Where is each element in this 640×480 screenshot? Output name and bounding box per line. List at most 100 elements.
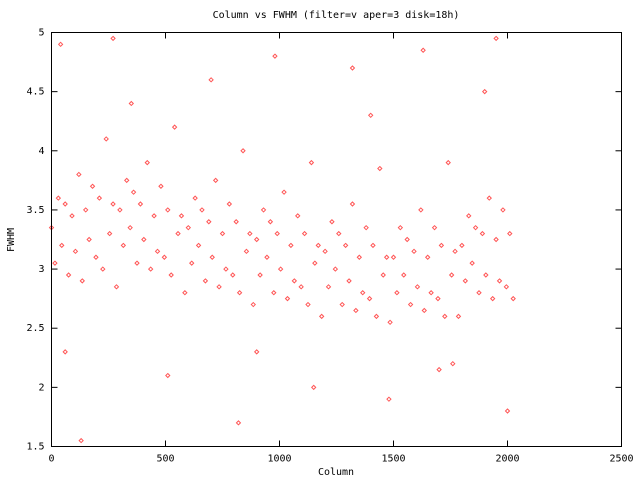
point: [209, 254, 215, 260]
point: [349, 65, 356, 71]
point: [117, 207, 123, 213]
point: [195, 242, 202, 249]
point: [247, 230, 253, 237]
point: [431, 224, 438, 231]
point: [137, 201, 144, 207]
point: [462, 278, 469, 284]
point: [489, 295, 496, 302]
point: [507, 230, 513, 237]
point: [79, 278, 85, 284]
point: [253, 349, 260, 355]
point: [274, 230, 280, 237]
y-tick-label: 1.5: [26, 442, 44, 453]
point: [264, 254, 270, 260]
point: [199, 207, 205, 213]
point: [147, 266, 154, 272]
point: [459, 242, 465, 249]
point: [404, 236, 410, 243]
point: [322, 248, 328, 255]
point: [298, 284, 304, 290]
point: [55, 195, 62, 201]
point: [394, 290, 400, 296]
point: [57, 41, 64, 48]
point: [103, 136, 109, 142]
point: [504, 408, 511, 414]
point: [93, 254, 99, 260]
point: [202, 278, 209, 284]
point: [151, 213, 157, 219]
point: [65, 272, 72, 278]
point: [450, 360, 456, 367]
point: [208, 77, 214, 83]
point: [373, 313, 380, 320]
point: [486, 195, 492, 201]
point: [421, 307, 427, 314]
x-tick-label: 500: [156, 454, 174, 465]
point: [82, 207, 89, 213]
y-tick-label: 3: [38, 264, 44, 275]
point: [161, 254, 168, 260]
point: [235, 420, 242, 426]
point: [106, 230, 113, 237]
point: [390, 254, 397, 260]
point: [411, 248, 417, 255]
point: [510, 295, 516, 302]
point: [175, 230, 181, 237]
plot-area: [48, 35, 516, 444]
x-tick-label: 2000: [495, 454, 519, 465]
point: [455, 313, 462, 320]
point: [479, 230, 486, 237]
point: [178, 213, 185, 219]
point: [110, 201, 116, 207]
point: [353, 307, 359, 314]
point: [496, 278, 503, 284]
point: [76, 171, 82, 178]
x-tick-label: 2500: [609, 454, 633, 465]
point: [339, 301, 345, 308]
point: [366, 295, 373, 302]
point: [233, 219, 239, 225]
point: [414, 284, 421, 290]
point: [158, 183, 164, 189]
point: [86, 236, 92, 243]
point: [397, 224, 404, 231]
point: [418, 207, 424, 213]
point: [240, 148, 246, 154]
point: [69, 213, 75, 219]
point: [493, 236, 499, 243]
point: [165, 207, 171, 213]
point: [89, 183, 96, 189]
point: [243, 248, 250, 255]
point: [356, 254, 363, 260]
point: [230, 272, 236, 278]
point: [62, 201, 68, 207]
point: [308, 159, 315, 166]
point: [500, 207, 506, 213]
point: [476, 290, 482, 296]
point: [472, 224, 479, 231]
point: [346, 278, 352, 284]
point: [78, 437, 84, 444]
point: [226, 201, 233, 207]
point: [130, 189, 137, 195]
point: [223, 266, 229, 272]
point: [442, 313, 448, 320]
y-axis-label: FWHM: [6, 228, 17, 252]
point: [349, 201, 356, 207]
point: [62, 349, 68, 355]
point: [141, 236, 147, 243]
point: [310, 384, 317, 391]
point: [72, 248, 79, 255]
point: [377, 165, 383, 172]
point: [407, 301, 414, 308]
point: [436, 366, 442, 373]
point: [253, 236, 260, 243]
point: [305, 301, 311, 308]
y-tick-label: 5: [38, 28, 44, 39]
point: [380, 272, 386, 278]
point: [272, 53, 278, 59]
point: [325, 284, 332, 290]
y-tick-label: 2.5: [26, 323, 44, 334]
point: [363, 224, 369, 231]
